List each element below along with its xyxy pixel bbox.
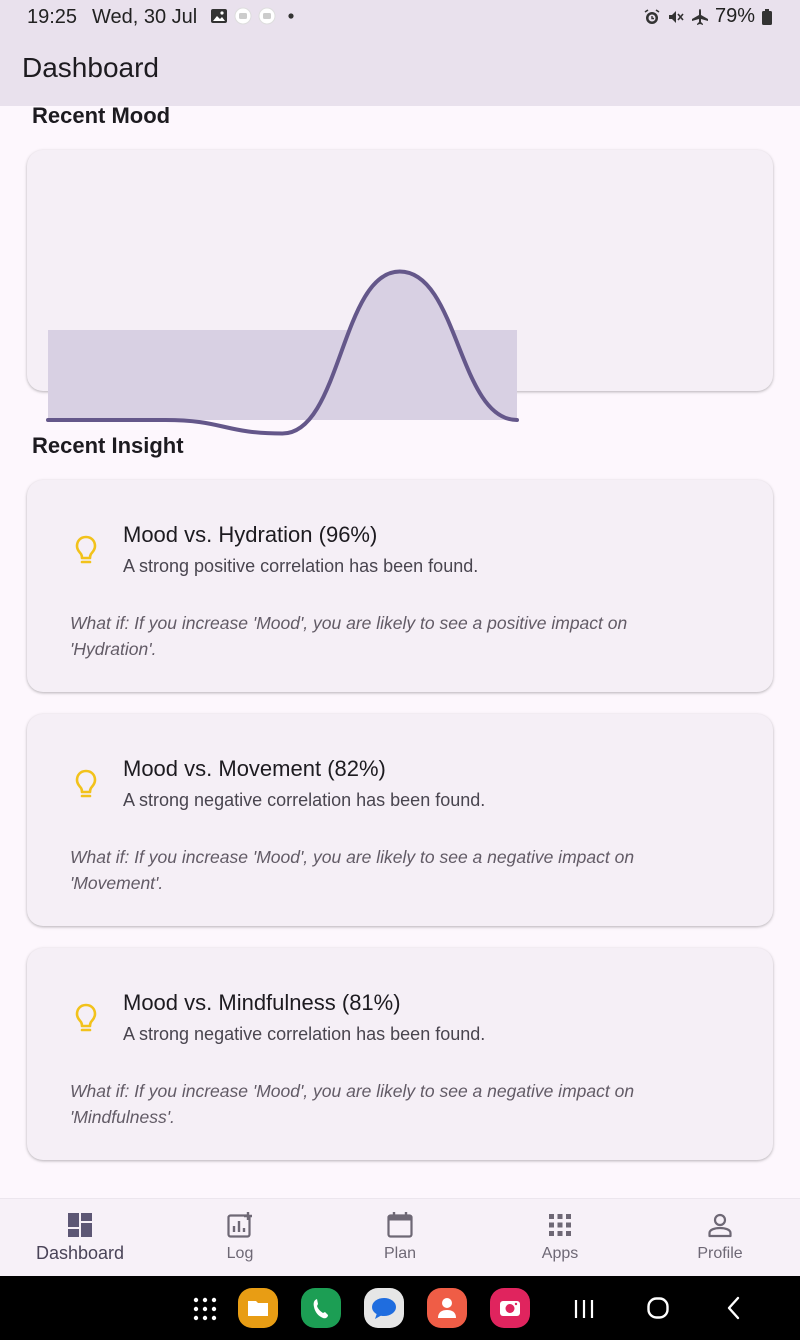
nav-item-profile[interactable]: Profile <box>640 1199 800 1277</box>
insight-title: Mood vs. Mindfulness (81%) <box>123 990 401 1015</box>
messages-app-icon[interactable] <box>364 1288 404 1328</box>
lightbulb-icon <box>75 769 97 798</box>
nav-label: Plan <box>383 1245 417 1262</box>
nav-item-plan[interactable]: Plan <box>320 1199 480 1277</box>
mute-icon <box>668 10 684 23</box>
files-app-icon[interactable] <box>238 1288 278 1328</box>
system-status-icons: 79% <box>643 5 773 28</box>
status-time: 19:25 <box>27 6 78 28</box>
phone-app-icon[interactable] <box>301 1288 341 1328</box>
lightbulb-icon <box>75 535 97 564</box>
insight-what-if: What if: If you increase 'Mood', you are… <box>70 613 628 659</box>
airplane-mode-icon <box>691 8 708 25</box>
notification-icons <box>210 7 300 25</box>
recent-insight-heading: Recent Insight <box>32 433 184 458</box>
battery-icon <box>762 8 772 25</box>
system-navigation-bar <box>0 1276 800 1340</box>
home-button[interactable] <box>646 1296 670 1320</box>
app-notification-icon <box>234 7 252 25</box>
status-date: Wed, 30 Jul <box>92 6 198 28</box>
app-notification-icon-2 <box>258 7 276 25</box>
lightbulb-icon <box>75 1003 97 1032</box>
contacts-app-icon[interactable] <box>427 1288 467 1328</box>
insight-description: A strong negative correlation has been f… <box>123 790 486 810</box>
calendar-icon <box>387 1212 413 1238</box>
apps-grid-icon <box>549 1214 571 1236</box>
status-bar: 19:25 Wed, 30 Jul 79% <box>0 0 800 36</box>
alarm-icon <box>644 8 660 24</box>
nav-item-dashboard[interactable]: Dashboard <box>0 1199 160 1277</box>
insight-what-if: What if: If you increase 'Mood', you are… <box>70 1081 635 1127</box>
nav-label: Apps <box>541 1245 579 1262</box>
insight-card[interactable]: Mood vs. Hydration (96%) A strong positi… <box>27 480 773 692</box>
mood-chart <box>46 269 519 436</box>
nav-item-log[interactable]: Log <box>160 1199 320 1277</box>
nav-item-apps[interactable]: Apps <box>480 1199 640 1277</box>
nav-label: Profile <box>697 1245 743 1262</box>
insight-description: A strong negative correlation has been f… <box>123 1024 486 1044</box>
nav-label: Dashboard <box>35 1243 125 1263</box>
insight-card[interactable]: Mood vs. Movement (82%) A strong negativ… <box>27 714 773 926</box>
mood-area-band <box>48 330 517 420</box>
log-chart-icon <box>227 1212 252 1238</box>
recent-mood-heading: Recent Mood <box>32 103 171 128</box>
insight-title: Mood vs. Movement (82%) <box>123 756 386 781</box>
more-notifications-dot-icon <box>288 13 294 19</box>
back-button[interactable] <box>724 1296 744 1320</box>
dashboard-icon <box>68 1213 92 1237</box>
insight-description: A strong positive correlation has been f… <box>123 556 479 576</box>
insight-title: Mood vs. Hydration (96%) <box>123 522 378 547</box>
insight-card[interactable]: Mood vs. Mindfulness (81%) A strong nega… <box>27 948 773 1160</box>
app-drawer-icon[interactable] <box>192 1296 218 1322</box>
mood-line-series <box>46 269 519 436</box>
gallery-notification-icon <box>211 9 227 23</box>
top-app-bar: Dashboard <box>0 36 800 106</box>
page-title: Dashboard <box>22 52 159 83</box>
camera-app-icon[interactable] <box>490 1288 530 1328</box>
nav-label: Log <box>226 1245 254 1262</box>
insight-what-if: What if: If you increase 'Mood', you are… <box>70 847 635 893</box>
recents-button[interactable] <box>572 1298 596 1320</box>
person-icon <box>708 1213 732 1238</box>
battery-level: 79% <box>714 5 755 27</box>
bottom-navigation-bar: Dashboard Log Plan Apps Profile <box>0 1198 800 1277</box>
